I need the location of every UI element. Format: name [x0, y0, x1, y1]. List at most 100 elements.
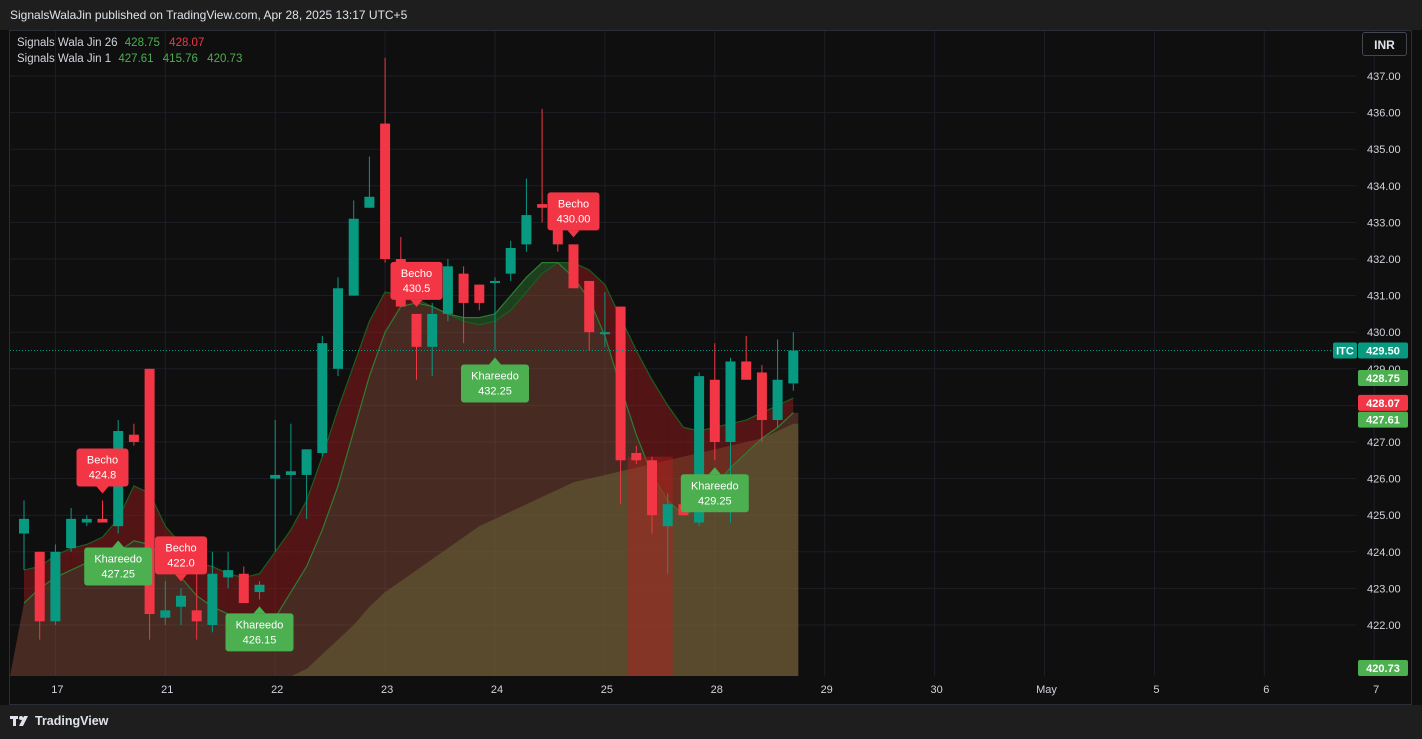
- candle-body: [50, 551, 61, 622]
- cloud-segment: [463, 317, 480, 325]
- signal-text: Khareedo: [236, 619, 284, 631]
- candle-body: [81, 518, 92, 523]
- buy-signal-arrow: [112, 540, 125, 548]
- candle-body: [207, 573, 218, 625]
- y-tick-label: 424.00: [1367, 547, 1401, 559]
- cloud-segment: [667, 405, 684, 516]
- price-label: [1358, 342, 1408, 359]
- candle-body: [442, 266, 453, 314]
- signal-price: 430.5: [403, 283, 431, 295]
- y-tick-label: 422.00: [1367, 620, 1401, 632]
- x-tick-label: 5: [1153, 684, 1159, 696]
- candle-body: [191, 610, 202, 622]
- candle-body: [490, 280, 500, 283]
- candle-body: [285, 471, 296, 475]
- cloud-segment: [369, 291, 386, 377]
- candle-body: [19, 518, 29, 534]
- signal-price: 432.25: [478, 386, 512, 398]
- y-tick-label: 435.00: [1367, 144, 1401, 156]
- candle-body: [537, 204, 548, 208]
- x-tick-label: 21: [161, 684, 173, 696]
- sell-signal-label: [155, 536, 207, 575]
- buy-signal-label: [225, 613, 294, 652]
- brand-name: TradingView: [35, 714, 109, 728]
- candle-body: [599, 332, 610, 335]
- cloud-segment: [353, 321, 370, 432]
- candle-body: [615, 306, 626, 461]
- sell-signal-label: [390, 261, 443, 300]
- slow-band-fill: [10, 423, 799, 676]
- signal-price: 424.8: [89, 470, 117, 482]
- x-tick-label: 25: [601, 684, 613, 696]
- signal-price: 426.15: [243, 634, 277, 646]
- signal-text: Khareedo: [94, 554, 142, 566]
- buy-signal-label: [84, 547, 153, 586]
- x-tick-label: 6: [1263, 684, 1269, 696]
- price-label: [1358, 369, 1408, 386]
- price-label-text: 420.73: [1366, 663, 1400, 675]
- legend-row-jin-1[interactable]: Signals Wala Jin 1 427.61 415.76 420.73: [17, 51, 248, 67]
- candle-body: [647, 460, 657, 516]
- candle-body: [725, 361, 736, 442]
- x-tick-label: 30: [930, 684, 942, 696]
- indicator-legend: Signals Wala Jin 26 428.75 428.07 Signal…: [17, 35, 248, 67]
- x-tick-label: 17: [51, 684, 63, 696]
- sell-signal-arrow: [175, 574, 187, 582]
- symbol-tag: [1333, 342, 1357, 359]
- signal-text: Becho: [401, 268, 432, 280]
- legend-row-jin-26[interactable]: Signals Wala Jin 26 428.75 428.07: [17, 35, 248, 51]
- candle-body: [709, 379, 720, 442]
- x-tick-label: 22: [271, 684, 283, 696]
- signal-price: 422.0: [167, 557, 195, 569]
- sell-signal-label: [547, 192, 600, 231]
- legend-value: 427.61: [118, 53, 154, 65]
- symbol-tag-text: ITC: [1336, 346, 1354, 358]
- y-tick-label: 437.00: [1367, 71, 1401, 83]
- cloud-segment: [322, 409, 338, 530]
- buy-signal-arrow: [253, 606, 266, 614]
- buy-signal-label: [461, 364, 529, 403]
- publisher-text: SignalsWalaJin published on TradingView.…: [10, 8, 408, 22]
- fast-band-fill: [10, 262, 799, 676]
- price-label-text: 429.50: [1366, 346, 1400, 358]
- signal-text: Becho: [558, 198, 589, 210]
- candle-body: [505, 248, 516, 274]
- y-tick-label: 425.00: [1367, 510, 1401, 522]
- candle-body: [176, 595, 186, 607]
- price-label: [1358, 660, 1408, 676]
- candle-body: [568, 244, 579, 289]
- price-label-text: 428.75: [1366, 373, 1400, 385]
- x-tick-label: May: [1036, 684, 1057, 696]
- candle-body: [34, 551, 45, 622]
- legend-value: 428.07: [169, 37, 205, 49]
- y-tick-label: 436.00: [1367, 108, 1401, 120]
- currency-button[interactable]: INR: [1362, 32, 1407, 56]
- price-label: [1358, 411, 1408, 428]
- candle-body: [348, 218, 359, 296]
- tradingview-brand[interactable]: TradingView: [10, 714, 108, 728]
- signal-text: Khareedo: [471, 371, 519, 383]
- cloud-segment: [495, 295, 511, 322]
- candle-body: [364, 196, 375, 208]
- plot-area: Becho 424.8 Khareedo 427.25 Becho 422.0 Kharee…: [10, 57, 799, 676]
- y-tick-label: 431.00: [1367, 291, 1401, 303]
- price-label-text: 428.07: [1366, 398, 1400, 410]
- candle-body: [631, 452, 642, 461]
- candle-body: [66, 518, 77, 549]
- buy-signal-arrow: [489, 357, 501, 365]
- price-label-text: 427.61: [1366, 415, 1400, 427]
- cloud-segment: [71, 544, 87, 571]
- candle-body: [301, 449, 312, 475]
- y-tick-label: 433.00: [1367, 217, 1401, 229]
- x-tick-label: 29: [821, 684, 833, 696]
- candle-body: [458, 273, 469, 303]
- buy-signal-label: [680, 474, 749, 513]
- legend-value: 428.75: [124, 37, 160, 49]
- candle-body: [160, 610, 171, 618]
- legend-value: 415.76: [162, 53, 198, 65]
- candle-body: [474, 284, 485, 303]
- candle-body: [741, 361, 752, 380]
- y-tick-label: 426.00: [1367, 474, 1401, 486]
- sell-signal-arrow: [567, 230, 580, 238]
